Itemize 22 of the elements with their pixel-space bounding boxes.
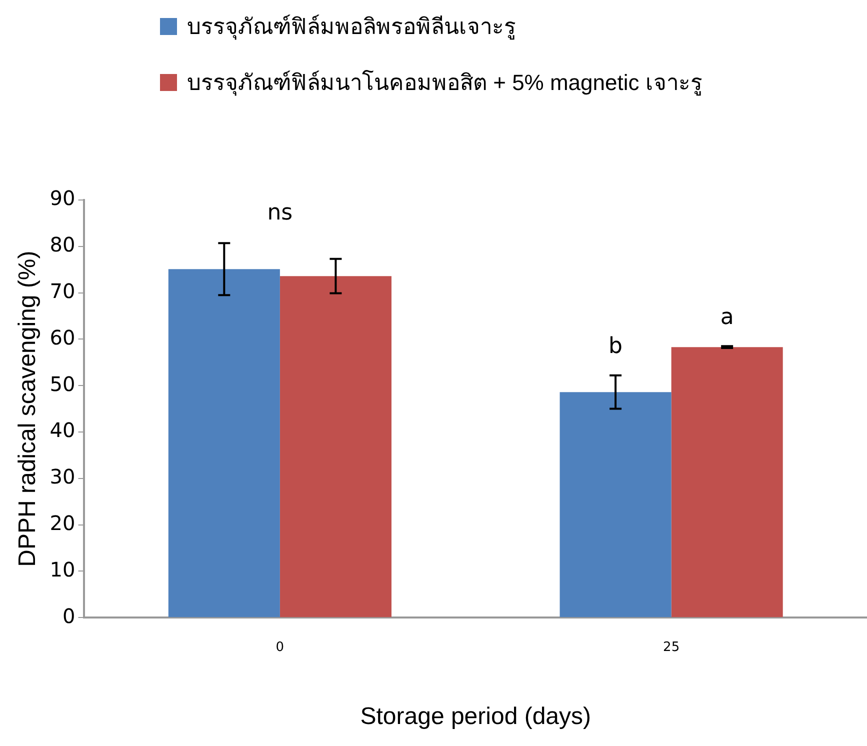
x-tick-label: 25 [663,640,680,655]
y-tick-label: 0 [62,604,76,628]
y-axis-title: DPPH radical scavenging (%) [14,250,42,567]
x-axis-title: Storage period (days) [360,703,592,730]
y-tick-label: 30 [50,464,76,489]
legend-label: บรรจุภัณฑ์ฟิล์มนาโนคอมพอสิต + 5% magnetic เจาะรู [187,68,702,98]
y-tick-label: 60 [50,325,76,350]
bar [671,347,783,618]
y-tick-label: 80 [50,232,76,257]
y-tick-label: 50 [50,372,76,396]
annotation: b [608,334,623,360]
y-tick-label: 90 [50,186,76,210]
bar [280,276,392,618]
bar [560,392,672,618]
y-tick-label: 70 [50,279,76,304]
legend-label: บรรจุภัณฑ์ฟิล์มพอลิพรอพิลีนเจาะรู [187,12,516,42]
bar [168,269,280,618]
annotation: a [720,304,734,330]
y-tick-label: 20 [50,511,76,536]
y-tick-label: 40 [50,418,76,442]
annotation: ns [267,200,293,226]
y-tick-label: 10 [50,557,76,582]
